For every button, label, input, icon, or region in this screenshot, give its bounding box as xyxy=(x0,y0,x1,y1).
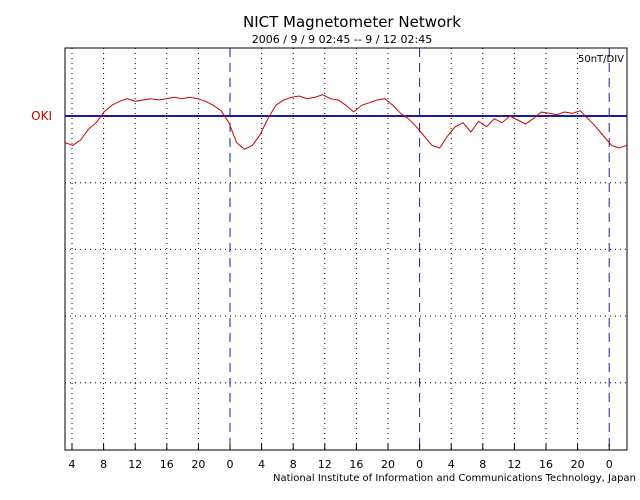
x-tick-label: 0 xyxy=(606,458,613,471)
x-tick-label: 16 xyxy=(539,458,553,471)
x-tick-label: 8 xyxy=(100,458,107,471)
day-boundary-lines xyxy=(229,48,610,450)
x-tick-label: 8 xyxy=(290,458,297,471)
x-tick-label: 4 xyxy=(448,458,455,471)
series-group xyxy=(64,94,628,150)
x-tick-label: 20 xyxy=(191,458,205,471)
x-tick-label: 20 xyxy=(381,458,395,471)
station-label: OKI xyxy=(31,109,52,123)
chart-subtitle: 2006 / 9 / 9 02:45 -- 9 / 12 02:45 xyxy=(252,33,432,46)
x-tick-label: 20 xyxy=(571,458,585,471)
x-tick-label: 16 xyxy=(349,458,363,471)
x-tick-label: 0 xyxy=(416,458,423,471)
plot-frame xyxy=(64,47,628,451)
x-tick-label: 0 xyxy=(227,458,234,471)
chart-title: NICT Magnetometer Network xyxy=(243,13,461,31)
x-tick-label: 4 xyxy=(258,458,265,471)
x-tick-label: 4 xyxy=(69,458,76,471)
scale-label: 50nT/DIV xyxy=(578,54,624,65)
x-tick-label: 12 xyxy=(507,458,521,471)
x-tick-label: 16 xyxy=(160,458,174,471)
x-ticks: 4 8 12 16 20 0 4 8 12 16 20 0 4 8 12 16 20 0 xyxy=(69,444,613,471)
x-tick-label: 12 xyxy=(128,458,142,471)
x-tick-label: 8 xyxy=(479,458,486,471)
credit-text: National Institute of Information and Co… xyxy=(273,473,636,484)
x-tick-label: 12 xyxy=(318,458,332,471)
series-line xyxy=(64,94,628,150)
grid xyxy=(65,48,627,450)
